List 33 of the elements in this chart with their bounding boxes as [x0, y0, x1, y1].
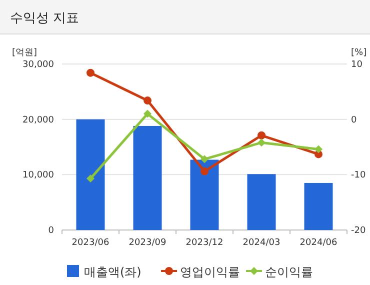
- bar: [76, 119, 105, 230]
- y2-tick-label: 0: [351, 115, 357, 126]
- bar: [133, 126, 162, 230]
- x-tick-label: 2023/06: [72, 238, 110, 248]
- bar: [247, 174, 276, 230]
- x-tick-label: 2023/09: [128, 238, 166, 248]
- y2-tick-label: 10: [351, 60, 363, 70]
- point: [314, 145, 322, 154]
- x-tick-label: 2023/12: [186, 238, 224, 248]
- point: [144, 96, 152, 105]
- bar: [304, 182, 333, 230]
- x-tick-label: 2024/06: [300, 238, 338, 248]
- point: [86, 68, 94, 77]
- point: [200, 167, 208, 176]
- x-tick-label: 2024/03: [242, 238, 280, 248]
- y-tick-label: 10,000: [22, 170, 54, 181]
- y-tick-label: 30,000: [22, 60, 54, 70]
- point: [258, 138, 266, 147]
- legend-label: 영업이익률: [180, 265, 240, 279]
- chart-title: 수익성 지표: [10, 11, 80, 26]
- point: [200, 155, 208, 164]
- y-tick-label: 20,000: [22, 115, 54, 126]
- y-tick-label: 0: [48, 226, 54, 236]
- y2-tick-label: -10: [351, 170, 366, 181]
- point: [258, 131, 266, 140]
- y2-axis-title: [%]: [351, 48, 367, 58]
- legend-label: 순이익률: [265, 265, 313, 279]
- point: [144, 110, 152, 118]
- y2-tick-label: -20: [351, 226, 366, 236]
- legend-label: 매출액(좌): [84, 265, 142, 279]
- point: [86, 174, 94, 183]
- bar: [190, 160, 219, 230]
- y-axis-title: [억원]: [12, 48, 38, 58]
